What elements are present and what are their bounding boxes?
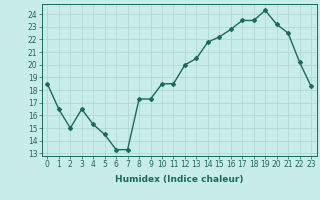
X-axis label: Humidex (Indice chaleur): Humidex (Indice chaleur) (115, 175, 244, 184)
